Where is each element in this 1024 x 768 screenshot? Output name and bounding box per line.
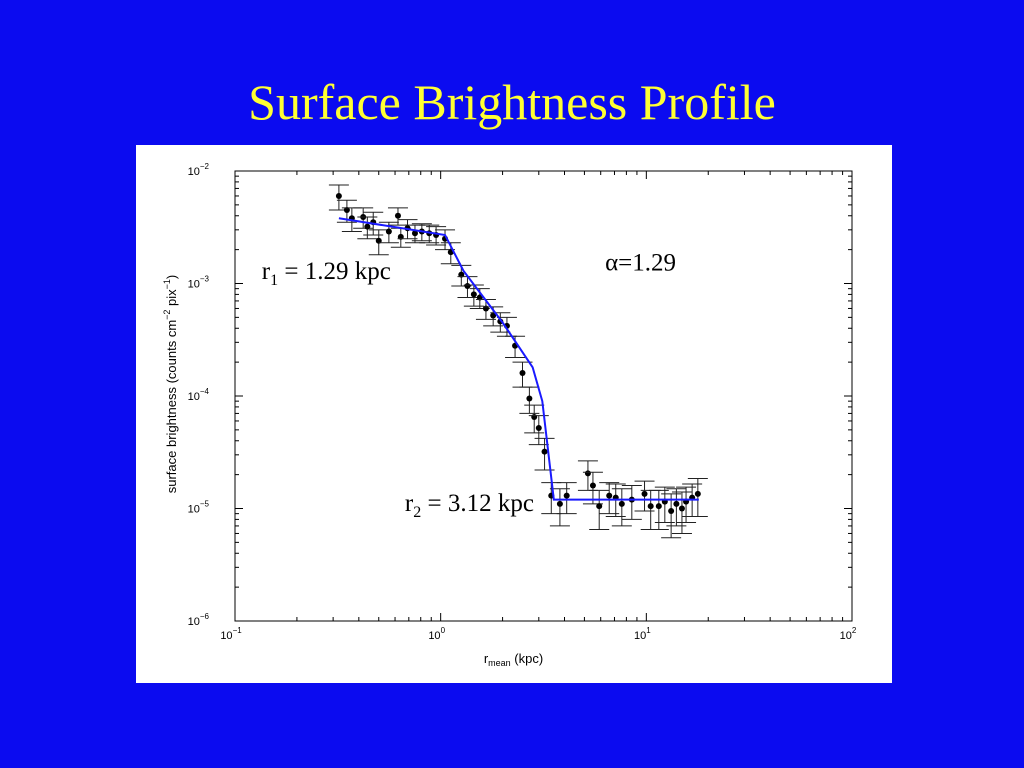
data-point [655,503,662,510]
x-tick-label: 100 [428,626,445,642]
data-point [641,490,648,497]
data-point [394,212,401,219]
annotation-1: r1 = 1.29 kpc [262,258,391,289]
annotation-2: α=1.29 [605,250,676,277]
slide-title: Surface Brightness Profile [248,74,776,130]
plot-frame [234,170,853,622]
data-point [343,207,350,214]
data-point [458,271,465,278]
x-tick-label: 101 [634,626,651,642]
annotation-3: r2 = 3.12 kpc [405,490,534,521]
data-point [596,503,603,510]
data-point [535,424,542,431]
x-axis-label: rmean (kpc) [484,651,543,668]
data-point [556,500,563,507]
y-tick-label: 10−2 [188,162,210,178]
data-point [490,312,497,319]
data-point [470,291,477,298]
data-point [589,482,596,489]
data-point [541,448,548,455]
data-point [335,192,342,199]
y-tick-label: 10−3 [188,275,210,291]
data-point [364,223,371,230]
data-point [519,370,526,377]
y-tick-label: 10−6 [188,612,210,628]
data-point [385,228,392,235]
data-point [618,500,625,507]
surface-brightness-chart: 10−1 100 101 102 10−6 10−5 10−4 10−3 10−2 rmean (… [162,162,857,668]
data-point [526,395,533,402]
data-point [563,492,570,499]
y-axis-label: surface brightness (counts cm−2 pix−1) [162,275,179,494]
data-point [531,414,538,421]
data-point [647,503,654,510]
data-point [694,490,701,497]
y-tick-label: 10−5 [188,500,210,516]
model-fit-line [338,217,699,501]
x-tick-label: 10−1 [220,626,242,642]
data-point [464,283,471,290]
x-tick-label: 102 [840,626,857,642]
data-point [375,237,382,244]
data-point [673,500,680,507]
y-tick-label: 10−4 [188,387,210,403]
data-point [678,505,685,512]
data-point [411,230,418,237]
data-point [606,492,613,499]
data-point [584,470,591,477]
plot-panel: 10−1 100 101 102 10−6 10−5 10−4 10−3 10−2 rmean (… [136,145,892,683]
data-point [668,508,675,515]
